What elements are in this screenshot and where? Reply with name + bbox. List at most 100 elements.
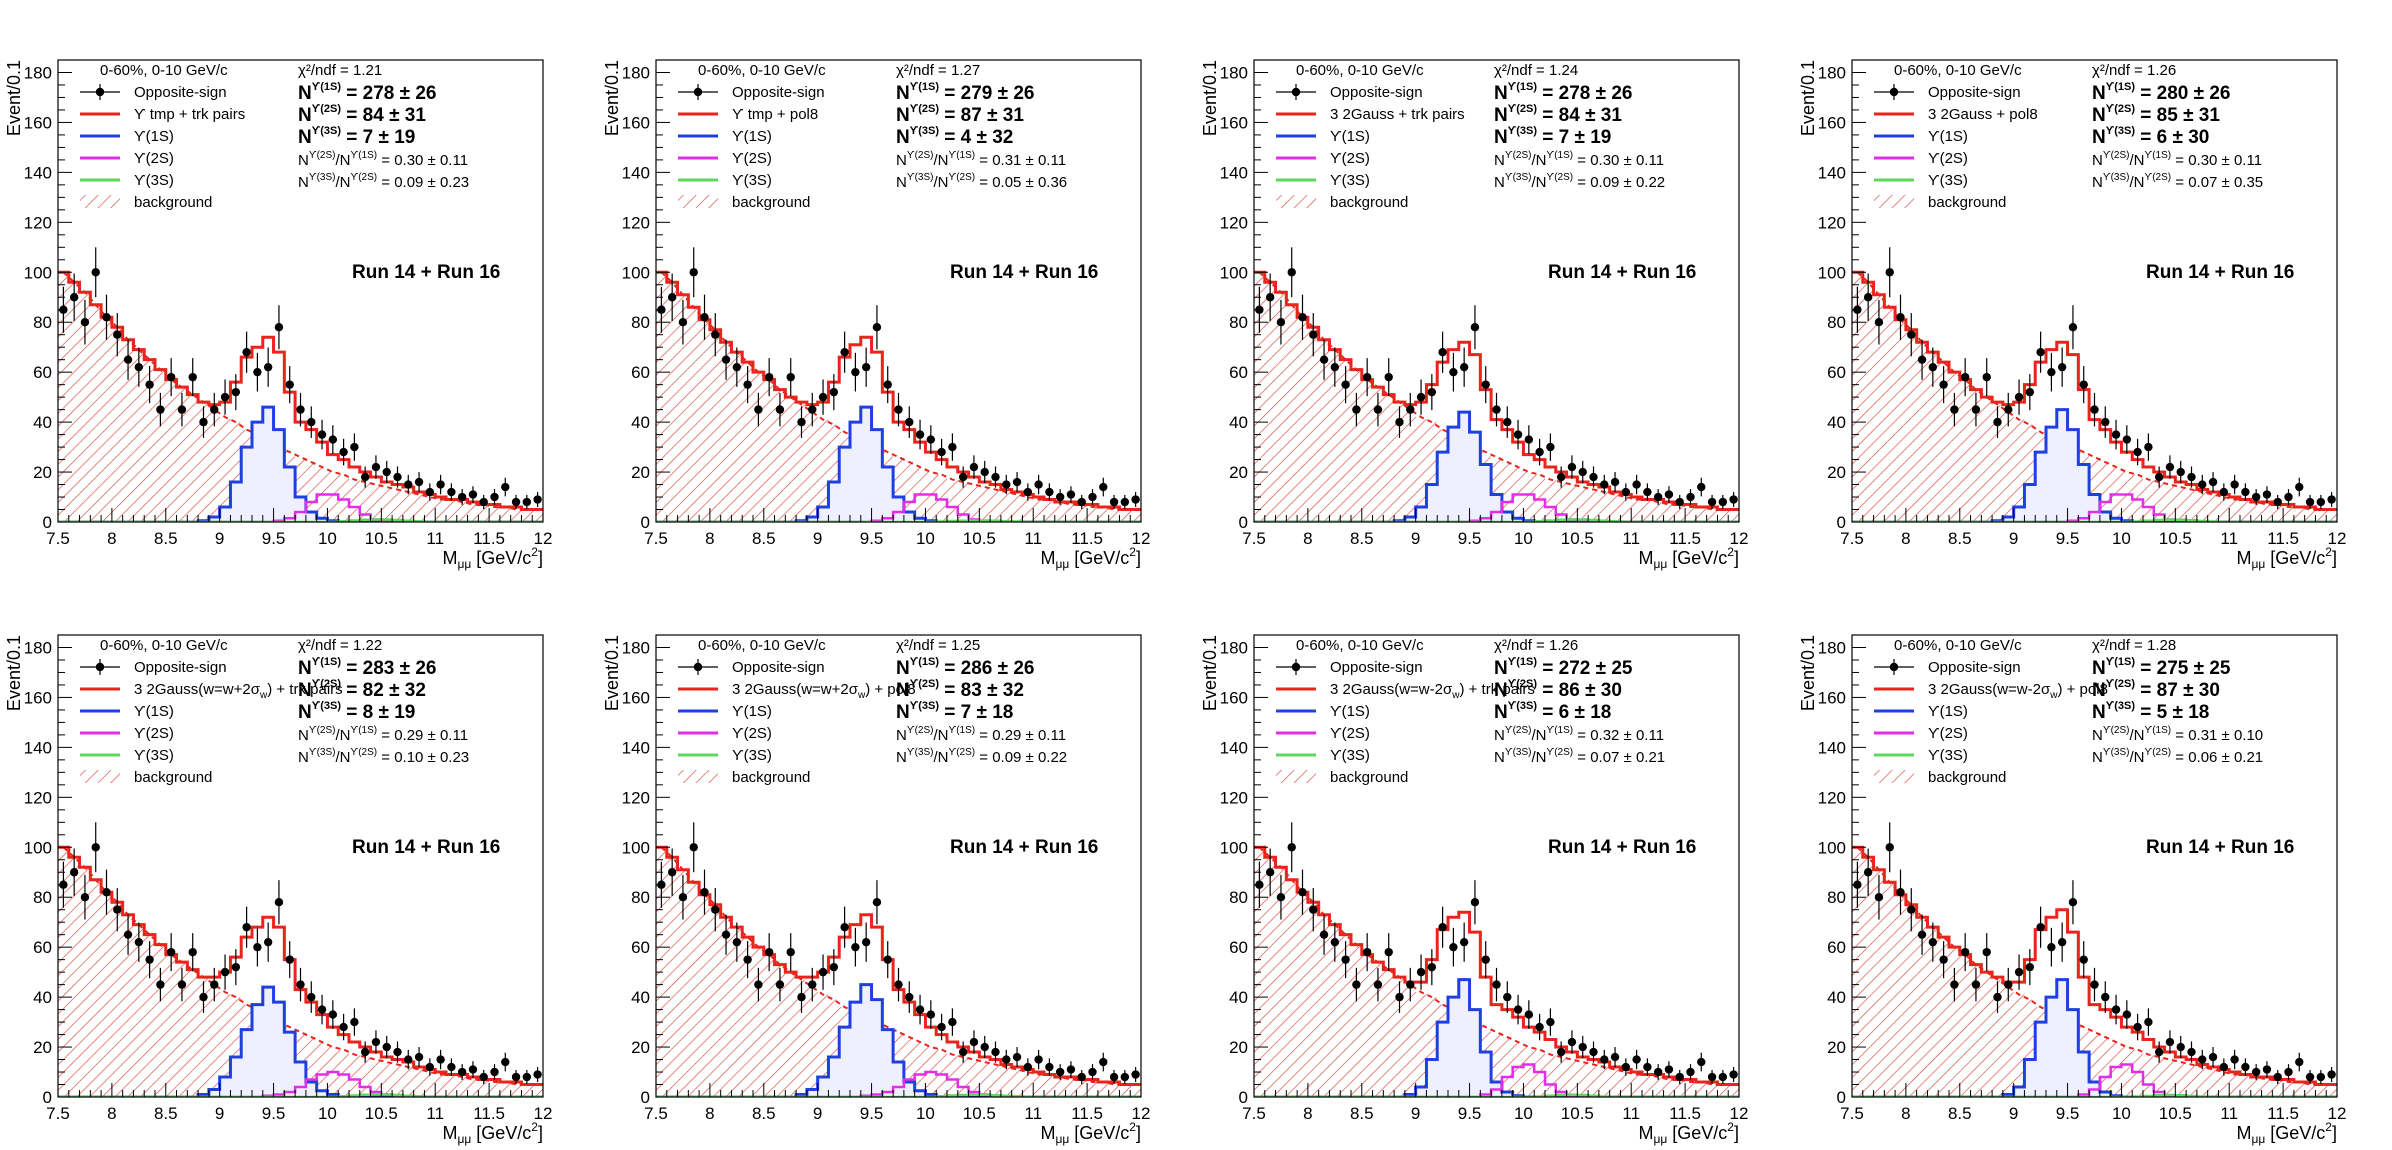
data-point <box>1907 330 1916 339</box>
data-point <box>1982 947 1991 957</box>
data-point <box>1960 947 1970 957</box>
data-point <box>1546 442 1555 452</box>
data-point <box>1330 362 1340 372</box>
data-point <box>1535 447 1544 457</box>
y-tick-label: 0 <box>1239 1088 1248 1107</box>
data-point <box>1556 472 1566 482</box>
data-point <box>1034 480 1043 489</box>
data-point <box>2208 477 2218 487</box>
run-label: Run 14 + Run 16 <box>950 262 1098 283</box>
data-point <box>1045 487 1054 497</box>
x-tick-label: 11.5 <box>2267 529 2299 548</box>
chi2-label: χ²/ndf = 1.26 <box>2092 62 2176 79</box>
data-point <box>1459 937 1469 947</box>
data-point <box>1653 492 1663 502</box>
data-point <box>285 955 294 964</box>
x-tick-label: 10 <box>916 1104 935 1123</box>
data-point <box>2251 492 2261 502</box>
y-axis-title: Event/0.1 <box>4 635 24 711</box>
data-point <box>210 405 219 414</box>
data-point <box>1002 1055 1011 1064</box>
y-tick-label: 20 <box>1229 1038 1248 1057</box>
yield-n1s: Nϒ(1S) = 278 ± 26 <box>1494 81 1632 104</box>
data-point <box>1664 490 1674 499</box>
data-point <box>511 497 521 507</box>
data-point <box>1341 955 1350 964</box>
data-point <box>948 442 957 452</box>
y-axis-title: Event/0.1 <box>1200 635 1220 711</box>
y-tick-label: 180 <box>1220 638 1248 657</box>
legend: Opposite-sign 3 2Gauss + trk pairs ϒ(1S) ϒ(… <box>1276 84 1465 211</box>
data-point <box>1632 1055 1641 1064</box>
x-tick-label: 8.5 <box>1948 529 1972 548</box>
data-point <box>1589 472 1598 482</box>
x-tick-label: 8 <box>705 529 714 548</box>
data-point <box>1621 1062 1631 1072</box>
data-point <box>851 367 860 377</box>
x-tick-label: 10.5 <box>963 529 996 548</box>
data-point <box>689 843 698 852</box>
data-point <box>980 467 989 477</box>
data-point <box>1600 480 1609 489</box>
y-tick-label: 100 <box>1220 263 1248 282</box>
plot-frame <box>1851 634 2338 1098</box>
data-point <box>307 417 316 427</box>
y2s-line <box>1254 493 1739 522</box>
data-point <box>1330 937 1340 947</box>
data-point <box>1352 980 1361 989</box>
data-point <box>1362 372 1372 382</box>
x-tick-label: 7.5 <box>644 1104 668 1123</box>
legend-y2s-label: ϒ(2S) <box>134 150 174 167</box>
data-point <box>1131 1070 1140 1079</box>
data-point <box>991 472 1000 482</box>
yield-n1s: Nϒ(1S) = 283 ± 26 <box>298 656 436 679</box>
data-point <box>1309 905 1318 914</box>
plot-frame <box>57 59 544 523</box>
yield-n2s: Nϒ(2S) = 87 ± 30 <box>2092 678 2220 701</box>
data-point <box>1863 293 1873 302</box>
ratio-2s-1s: Nϒ(2S)/Nϒ(1S) = 0.31 ± 0.11 <box>896 150 1066 169</box>
data-point <box>479 1072 488 1082</box>
y-tick-label: 140 <box>622 163 650 182</box>
data-point <box>2273 497 2282 507</box>
x-tick-label: 10 <box>318 1104 337 1123</box>
y-tick-label: 100 <box>1818 263 1846 282</box>
data-point <box>786 947 795 957</box>
y-tick-label: 20 <box>631 463 650 482</box>
data-point <box>145 380 154 389</box>
data-point <box>1406 980 1415 989</box>
legend-data-marker <box>95 662 105 672</box>
y-tick-label: 100 <box>622 263 650 282</box>
data-point <box>2133 1022 2142 1032</box>
data-point <box>328 435 338 444</box>
data-point <box>188 372 197 382</box>
y-tick-label: 80 <box>1827 313 1846 332</box>
data-point <box>754 405 763 414</box>
data-point <box>1276 893 1286 902</box>
y-tick-label: 40 <box>1229 413 1248 432</box>
y1s-line <box>1852 408 2337 522</box>
legend-data-marker <box>1291 662 1301 672</box>
yield-n1s: Nϒ(1S) = 275 ± 25 <box>2092 656 2231 679</box>
legend-y1s-label: ϒ(1S) <box>1330 703 1370 720</box>
x-tick-label: 9.5 <box>262 529 286 548</box>
data-point <box>1653 1067 1663 1077</box>
data-point <box>969 462 979 472</box>
data-point <box>1352 405 1361 414</box>
x-tick-label: 9.5 <box>860 529 884 548</box>
data-point <box>1088 1067 1097 1077</box>
plot-area <box>1254 822 1739 1097</box>
y-axis-title: Event/0.1 <box>602 60 622 136</box>
y1s-line <box>656 983 1141 1097</box>
data-point <box>2047 367 2056 377</box>
legend-y3s-label: ϒ(3S) <box>732 172 772 189</box>
data-point <box>1034 1055 1043 1064</box>
legend-background-swatch <box>1874 195 1914 208</box>
legend-data-marker <box>1889 662 1899 672</box>
data-point <box>2111 1005 2121 1014</box>
data-point <box>457 1067 467 1077</box>
y-tick-label: 100 <box>622 838 650 857</box>
x-axis-title: Mμμ [GeV/c2] <box>1040 545 1141 571</box>
x-tick-label: 7.5 <box>1242 529 1266 548</box>
data-point <box>393 472 402 482</box>
